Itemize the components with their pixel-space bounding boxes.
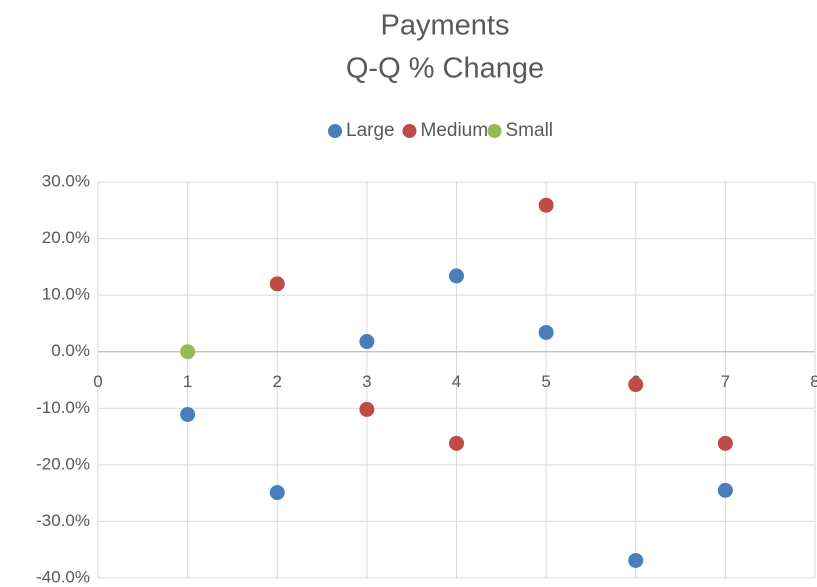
point [180, 407, 196, 423]
y-tick-label: -30.0% [36, 511, 90, 530]
point [449, 268, 464, 284]
point [538, 324, 554, 340]
point [359, 334, 375, 350]
point [717, 435, 733, 451]
legend-label: Large [346, 120, 395, 141]
y-tick-label: 10.0% [42, 285, 90, 304]
y-tick-label: 0.0% [51, 341, 90, 360]
point [269, 276, 285, 292]
x-tick-label: 0 [93, 372, 102, 391]
point [359, 401, 375, 417]
legend-marker [402, 124, 417, 138]
x-tick-label: 4 [452, 372, 461, 391]
point [628, 377, 644, 393]
y-tick-label: 30.0% [42, 171, 90, 190]
legend-label: Medium [421, 120, 489, 141]
point [538, 197, 554, 213]
point [628, 552, 644, 568]
x-tick-label: 5 [541, 372, 550, 391]
point [449, 435, 464, 451]
y-tick-label: -10.0% [36, 398, 90, 417]
x-tick-label: 3 [362, 372, 371, 391]
point [180, 344, 196, 360]
y-tick-label: -20.0% [36, 454, 90, 473]
point [269, 485, 285, 501]
x-tick-label: 7 [721, 372, 730, 391]
legend-marker [328, 124, 342, 138]
x-tick-label: 8 [810, 372, 817, 391]
chart-subtitle: Q-Q % Change [346, 53, 544, 85]
legend-label: Small [506, 120, 554, 141]
y-tick-label: 20.0% [42, 228, 90, 247]
legend-marker [487, 124, 502, 138]
point [717, 482, 733, 498]
x-tick-label: 2 [273, 372, 282, 391]
chart-title: Payments [381, 10, 510, 42]
y-tick-label: -40.0% [36, 567, 90, 586]
x-tick-label: 1 [183, 372, 192, 391]
